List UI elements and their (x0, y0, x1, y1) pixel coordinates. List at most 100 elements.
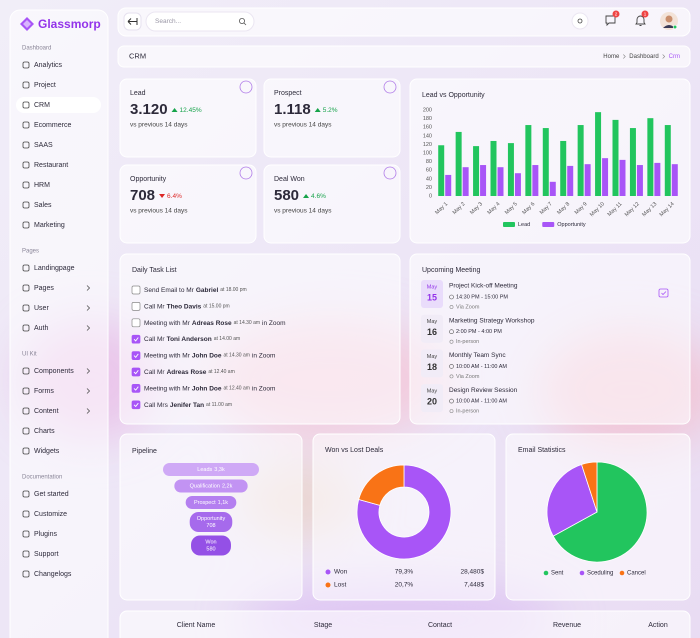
nav-item[interactable]: Pages (34, 285, 54, 292)
nav-item[interactable]: Analytics (34, 62, 63, 69)
checkbox[interactable] (131, 367, 141, 377)
calendar-icon[interactable] (658, 288, 669, 298)
trend-arrow (314, 108, 321, 112)
nav-item[interactable]: Forms (34, 388, 54, 395)
bell-icon[interactable] (635, 15, 646, 26)
funnel-value: 3,3k (214, 467, 225, 473)
funnel-bar (189, 512, 233, 532)
bar (602, 158, 609, 196)
nav-icon (22, 530, 30, 538)
nav-item[interactable]: Landingpage (34, 265, 75, 272)
breadcrumb-item[interactable]: Crm (669, 54, 680, 60)
legend-label: Lead (518, 222, 530, 228)
page-header (117, 45, 691, 68)
task-person: Toni Anderson (167, 336, 212, 343)
nav-item[interactable]: Charts (34, 428, 55, 435)
nav-item[interactable]: Content (34, 408, 59, 415)
breadcrumb-item[interactable]: Home (603, 54, 620, 60)
bar (619, 159, 626, 196)
breadcrumb-item[interactable]: Dashboard (629, 54, 658, 60)
deals-card (312, 433, 496, 601)
chevron (86, 388, 91, 394)
y-tick-label: 0 (429, 193, 432, 199)
nav-item[interactable]: SAAS (34, 142, 53, 149)
y-tick-label: 180 (423, 116, 432, 122)
table-header: Contact (428, 622, 452, 629)
meeting-title[interactable]: Monthly Team Sync (449, 352, 506, 359)
search-box[interactable] (145, 11, 255, 32)
date-box (421, 280, 443, 308)
meeting-title[interactable]: Design Review Session (449, 387, 518, 394)
nav-item[interactable]: Changelogs (34, 571, 72, 578)
slice (358, 464, 405, 506)
checkbox[interactable] (131, 302, 141, 311)
nav-item[interactable]: Project (34, 82, 56, 89)
funnel-value: 2,2k (222, 484, 233, 490)
task-action: Meeting with Mr (144, 385, 191, 392)
checkbox[interactable] (131, 285, 141, 295)
meeting-title[interactable]: Marketing Strategy Workshop (449, 317, 535, 324)
bar (671, 164, 678, 196)
funnel-bar (174, 479, 248, 493)
kpi-change: 5.2% (323, 107, 338, 114)
chart-title: Lead vs Opportunity (422, 92, 485, 99)
notification-badge-bg (641, 10, 649, 18)
nav-item[interactable]: HRM (34, 182, 50, 189)
topbar (117, 7, 691, 37)
date-month: May (427, 319, 438, 325)
kpi-change: 4.6% (311, 193, 326, 200)
nav-item[interactable]: Plugins (34, 531, 57, 538)
clock-icon (449, 294, 454, 300)
nav-item[interactable]: Customize (34, 511, 67, 518)
sidebar (9, 9, 109, 638)
brand-logo-inner (23, 20, 31, 28)
y-tick-label: 60 (426, 168, 432, 174)
table-card (119, 610, 691, 638)
checkbox[interactable] (131, 318, 141, 328)
bar (612, 119, 619, 196)
kpi-icon (383, 80, 397, 94)
bar (497, 167, 504, 196)
date-month: May (427, 354, 438, 360)
location-icon (449, 409, 454, 414)
slice (356, 464, 452, 560)
funnel-label: Prospect 1,1k (194, 500, 228, 506)
chevron (86, 285, 91, 291)
checkbox[interactable] (131, 400, 141, 410)
task-person: Jenifer Tan (170, 402, 204, 409)
kpi-card (263, 164, 401, 244)
checkbox[interactable] (131, 334, 141, 344)
task-person: John Doe (192, 352, 222, 359)
nav-item[interactable]: Support (34, 551, 59, 558)
theme-button[interactable] (571, 12, 589, 30)
nav-item[interactable]: CRM (34, 102, 50, 109)
meeting-title[interactable]: Project Kick-off Meeting (449, 283, 518, 290)
search-icon (238, 17, 245, 24)
nav-item[interactable]: Marketing (34, 222, 65, 229)
section-label: Dashboard (22, 46, 51, 52)
bar (654, 162, 661, 196)
nav-icon (22, 264, 30, 272)
nav-item[interactable]: User (34, 305, 49, 312)
breadcrumb: Crm Dashboard Home (603, 54, 680, 60)
kpi-change: 12.45% (180, 107, 202, 114)
nav-item[interactable]: Get started (34, 491, 69, 498)
task-time: at 15.00 pm (203, 304, 229, 310)
kpi-icon (239, 166, 253, 180)
nav-item[interactable]: Auth (34, 325, 49, 332)
nav-icon (22, 570, 30, 578)
date-box (421, 314, 443, 343)
legend-label: Sent (551, 571, 564, 577)
task-text: Call Mrs Jenifer Tan at 11.00 am (144, 402, 232, 409)
checkbox[interactable] (131, 351, 141, 360)
nav-item[interactable]: Components (34, 368, 74, 375)
nav-item[interactable]: Ecommerce (34, 122, 71, 129)
funnel-category: Qualification (190, 484, 220, 490)
nav-item[interactable]: Restaurant (34, 162, 68, 169)
checkbox[interactable] (131, 384, 141, 393)
task-place: in Zoom (252, 352, 275, 359)
nav-icon (22, 324, 30, 332)
kpi-label: Prospect (274, 90, 302, 97)
nav-item[interactable]: Sales (34, 202, 52, 209)
nav-item[interactable]: Widgets (34, 448, 60, 455)
